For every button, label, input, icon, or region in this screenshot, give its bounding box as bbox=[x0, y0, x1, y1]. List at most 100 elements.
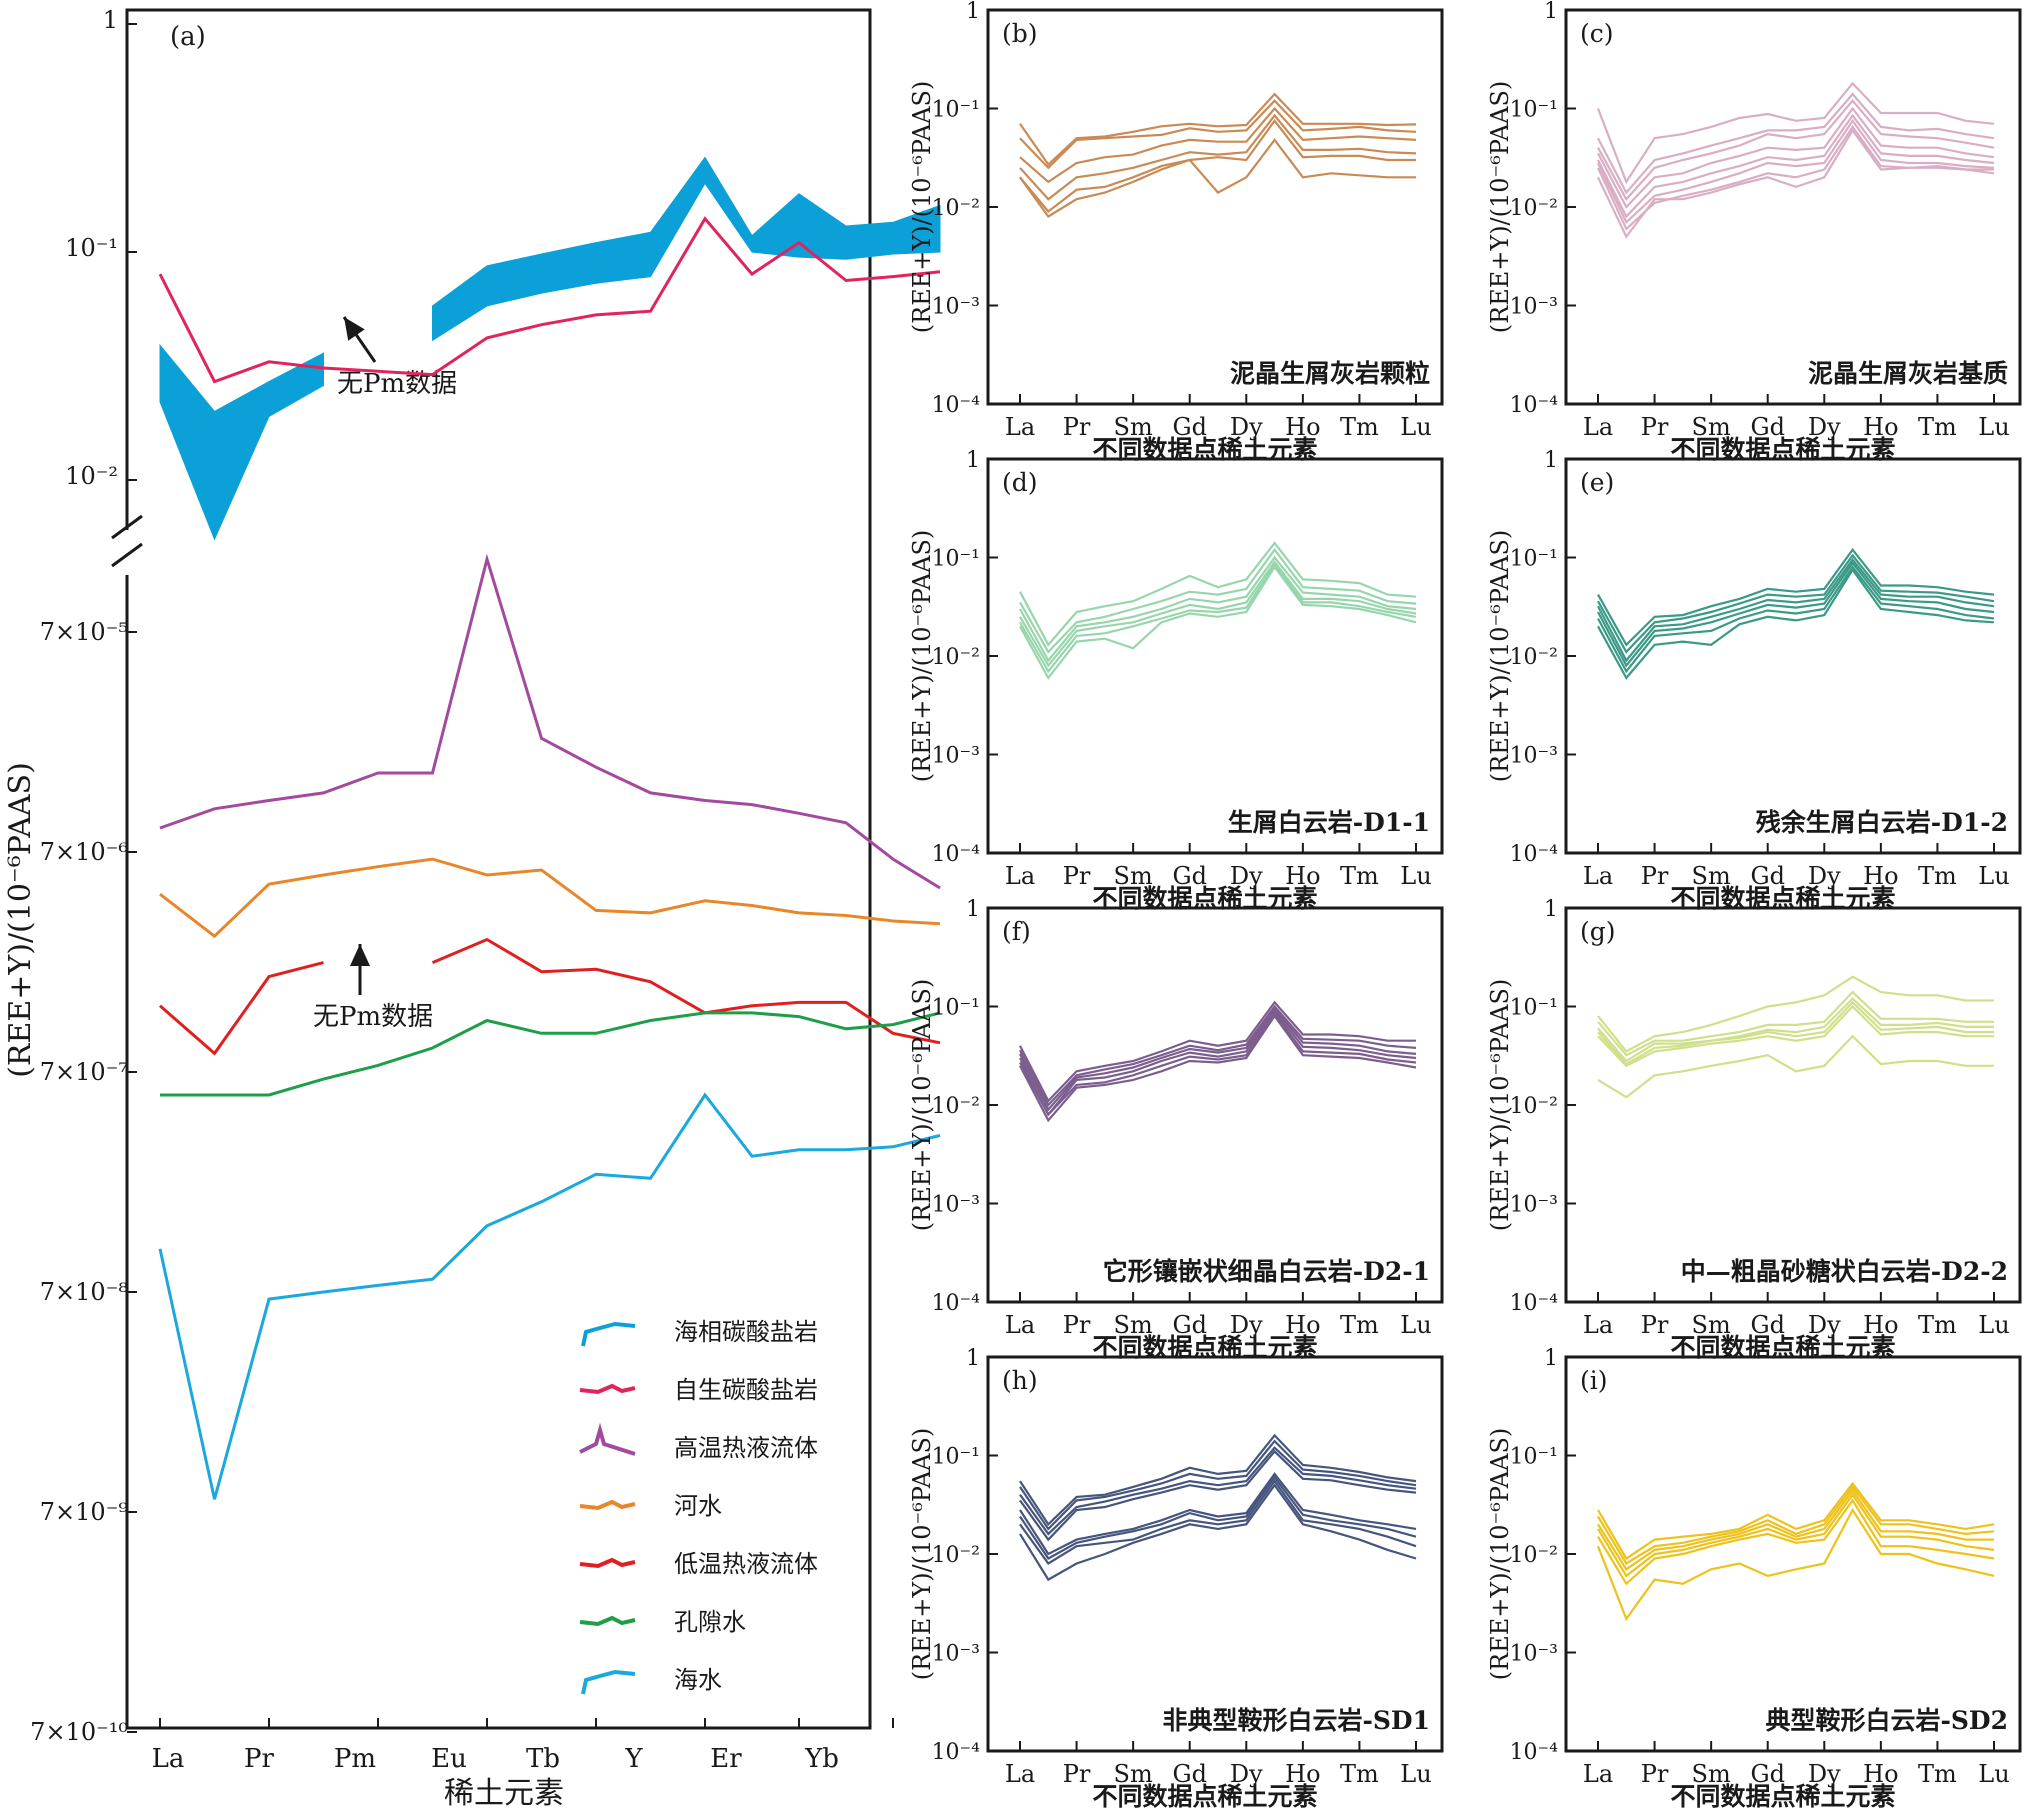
y-tick-label: 10⁻⁴ bbox=[932, 842, 981, 867]
panel-i-series-line bbox=[1597, 1488, 1994, 1571]
x-tick-label: Dy bbox=[1808, 1311, 1841, 1339]
panel-c-title: 泥晶生屑灰岩基质 bbox=[1808, 359, 2008, 388]
legend-swatch bbox=[579, 1499, 636, 1511]
legend-label-hightemp: 高温热液流体 bbox=[674, 1434, 818, 1462]
panel-e-series-line bbox=[1597, 565, 1995, 674]
panel-i-series-line bbox=[1597, 1481, 1995, 1561]
x-tick-label: Tm bbox=[1340, 1311, 1379, 1339]
y-tick-label: 10⁻⁴ bbox=[932, 1291, 981, 1316]
legend-swatch bbox=[581, 1321, 636, 1347]
x-tick-label: Gd bbox=[1750, 413, 1785, 441]
panel-e-series-line bbox=[1597, 561, 1995, 668]
panel-a-xtick-y: Y bbox=[624, 1744, 643, 1774]
y-tick-label: 10⁻¹ bbox=[932, 98, 980, 123]
panel-a-xlabel: 稀土元素 bbox=[444, 1776, 564, 1811]
annotation-arrowhead bbox=[344, 317, 365, 341]
panel-g-series-line bbox=[1597, 990, 1994, 1057]
panel-a-xtick-la: La bbox=[152, 1744, 185, 1774]
x-tick-label: Ho bbox=[1285, 862, 1320, 890]
panel-b-series-line bbox=[1019, 113, 1417, 201]
panel-f-series-line bbox=[1019, 1004, 1417, 1107]
x-tick-label: Lu bbox=[1400, 1760, 1431, 1788]
x-tick-label: Sm bbox=[1114, 413, 1153, 441]
panel-b-series-line bbox=[1019, 118, 1416, 218]
panel-f-ylabel: (REE+Y)/(10⁻⁶PAAS) bbox=[908, 979, 936, 1231]
x-tick-label: Lu bbox=[1400, 1311, 1431, 1339]
x-tick-label: Tm bbox=[1918, 1760, 1957, 1788]
y-tick-label: 10⁻² bbox=[1510, 1094, 1558, 1119]
marine-carbonate-band bbox=[159, 343, 324, 541]
panel-d-series-line bbox=[1019, 565, 1417, 680]
panel-a-ytick-6: 7×10⁻⁷ bbox=[40, 1058, 128, 1086]
panel-h-ylabel: (REE+Y)/(10⁻⁶PAAS) bbox=[908, 1428, 936, 1680]
x-tick-label: Dy bbox=[1230, 862, 1263, 890]
x-tick-label: La bbox=[1005, 862, 1035, 890]
y-tick-label: 10⁻¹ bbox=[1510, 1445, 1558, 1470]
x-tick-label: Lu bbox=[1978, 1311, 2009, 1339]
series-pore-water bbox=[160, 1011, 941, 1097]
y-tick-label: 10⁻³ bbox=[932, 295, 980, 320]
annotation-arrowhead bbox=[350, 944, 370, 966]
y-tick-label: 10⁻¹ bbox=[1510, 547, 1558, 572]
legend-swatch bbox=[579, 1557, 636, 1569]
x-tick-label: Tm bbox=[1918, 413, 1957, 441]
x-tick-label: Pr bbox=[1063, 1760, 1091, 1788]
y-tick-label: 10⁻³ bbox=[1510, 1642, 1558, 1667]
panel-a-label: (a) bbox=[170, 22, 206, 52]
panel-i-series-line bbox=[1596, 1507, 1995, 1622]
x-tick-label: Ho bbox=[1285, 1760, 1320, 1788]
y-tick-label: 10⁻⁴ bbox=[932, 393, 981, 418]
panel-i-series-line bbox=[1597, 1492, 1995, 1578]
x-tick-label: Sm bbox=[1692, 1760, 1731, 1788]
y-tick-label: 10⁻⁴ bbox=[1510, 1740, 1559, 1765]
panel-g-series-line bbox=[1597, 1034, 1994, 1099]
legend-label-seawater-marine: 海相碳酸盐岩 bbox=[674, 1318, 818, 1346]
panel-e-series-line bbox=[1597, 567, 1995, 680]
x-tick-label: Sm bbox=[1692, 862, 1731, 890]
panel-i: 1 10⁻¹ 10⁻² 10⁻³ 10⁻⁴ La Pr Sm Gd Dy Ho Tm Lu 不同数据点稀土… bbox=[1486, 1346, 2022, 1811]
panel-c-ylabel: (REE+Y)/(10⁻⁶PAAS) bbox=[1486, 81, 1514, 333]
legend-label-lowtemp: 低温热液流体 bbox=[674, 1550, 818, 1578]
panel-b-frame bbox=[986, 8, 1444, 406]
panel-e-series-line bbox=[1597, 547, 1995, 647]
y-tick-label: 10⁻³ bbox=[932, 1642, 980, 1667]
panel-c-series-line bbox=[1597, 113, 1995, 219]
series-river-water bbox=[159, 857, 941, 939]
panel-g-title: 中—粗晶砂糖状白云岩-D2-2 bbox=[1681, 1257, 2008, 1286]
x-tick-label: Gd bbox=[1750, 862, 1785, 890]
x-tick-label: Pr bbox=[1641, 862, 1669, 890]
x-tick-label: Ho bbox=[1863, 1760, 1898, 1788]
panel-f: 110⁻¹10⁻²10⁻³10⁻⁴La Pr Sm Gd Dy Ho Tm Lu不同数据点稀土… bbox=[908, 897, 1444, 1362]
y-tick-label: 10⁻³ bbox=[1510, 295, 1558, 320]
legend-swatch bbox=[581, 1669, 636, 1695]
y-tick-label: 1 bbox=[1544, 448, 1558, 473]
panel-a-ytick-4: 7×10⁻⁵ bbox=[40, 618, 128, 646]
legend-swatch bbox=[579, 1615, 636, 1627]
x-tick-label: Pr bbox=[1641, 413, 1669, 441]
x-tick-label: La bbox=[1583, 1311, 1613, 1339]
panel-a-annotation-lower: 无Pm数据 bbox=[313, 1002, 433, 1032]
y-tick-label: 10⁻¹ bbox=[1510, 98, 1558, 123]
legend-label-pore: 孔隙水 bbox=[674, 1608, 746, 1636]
panel-h-series-line bbox=[1019, 1439, 1417, 1531]
panel-a-ytick-8: 7×10⁻⁹ bbox=[40, 1498, 129, 1526]
x-tick-label: Dy bbox=[1808, 413, 1841, 441]
panel-h-series-line bbox=[1019, 1449, 1417, 1542]
y-tick-label: 10⁻⁴ bbox=[1510, 842, 1559, 867]
panel-i-label: (i) bbox=[1580, 1366, 1608, 1395]
panel-h-xlabel: 不同数据点稀土元素 bbox=[1092, 1782, 1317, 1811]
panel-b-series-line bbox=[1019, 138, 1416, 214]
panel-d-series-line bbox=[1019, 562, 1417, 674]
panel-g-frame bbox=[1564, 906, 2022, 1304]
panel-g-ylabel: (REE+Y)/(10⁻⁶PAAS) bbox=[1486, 979, 1514, 1231]
panel-a-plot bbox=[111, 8, 941, 1733]
panel-g-series-line bbox=[1597, 975, 1994, 1053]
panel-d-series-line bbox=[1019, 560, 1417, 668]
panel-h-series-line bbox=[1019, 1475, 1417, 1560]
x-tick-label: Sm bbox=[1692, 1311, 1731, 1339]
panel-b-series-line bbox=[1019, 92, 1417, 167]
x-tick-label: Lu bbox=[1400, 413, 1431, 441]
chart-marks: 1 10⁻¹ 10⁻² 10⁻³ 10⁻⁴ La Pr Sm Gd Dy Ho Tm Lu 不同数据点稀土… bbox=[111, 0, 2022, 1811]
panel-f-series-line bbox=[1019, 1000, 1416, 1103]
